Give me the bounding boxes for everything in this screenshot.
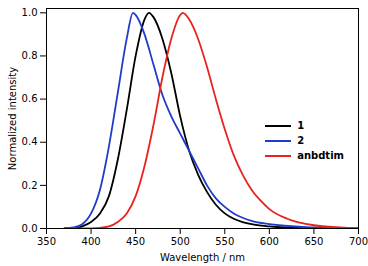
svg-text:450: 450 — [126, 236, 145, 247]
svg-text:700: 700 — [349, 236, 368, 247]
svg-text:1.0: 1.0 — [22, 7, 38, 18]
svg-text:Wavelength / nm: Wavelength / nm — [160, 252, 245, 263]
svg-text:350: 350 — [37, 236, 56, 247]
html-text:1: 1 — [297, 120, 305, 131]
svg-text:0.0: 0.0 — [22, 223, 38, 234]
html-text:2: 2 — [297, 135, 305, 146]
svg-text:650: 650 — [304, 236, 323, 247]
html-text:anbdtim: anbdtim — [297, 150, 344, 161]
svg-text:0.2: 0.2 — [22, 180, 38, 191]
svg-text:0.6: 0.6 — [22, 93, 38, 104]
svg-text:400: 400 — [82, 236, 101, 247]
svg-text:0.8: 0.8 — [22, 50, 38, 61]
svg-text:500: 500 — [171, 236, 190, 247]
svg-text:550: 550 — [215, 236, 234, 247]
svg-text:600: 600 — [260, 236, 279, 247]
svg-text:0.4: 0.4 — [22, 136, 38, 147]
svg-text:Normalized intensity: Normalized intensity — [7, 67, 18, 170]
